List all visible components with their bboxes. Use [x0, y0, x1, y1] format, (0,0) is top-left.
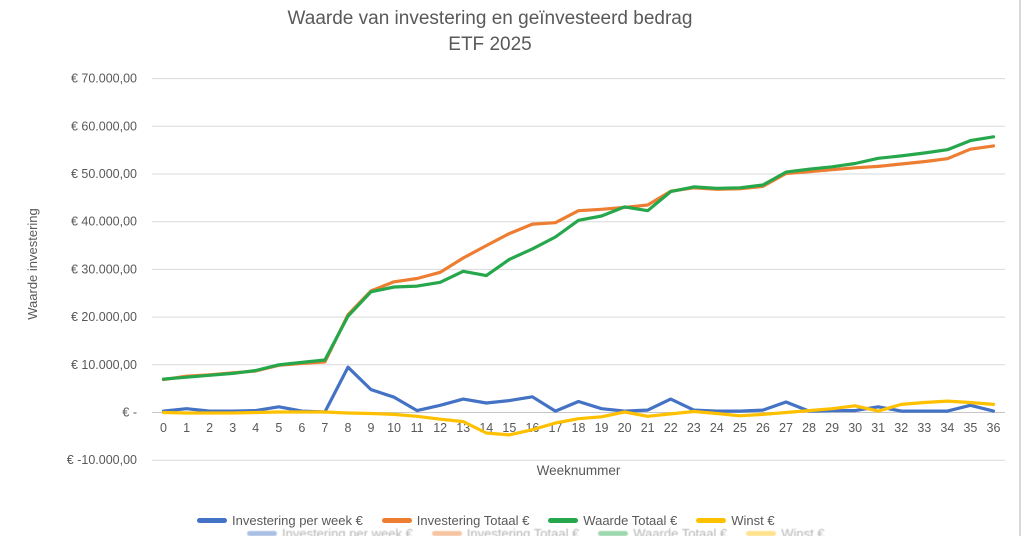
- window-edge-line: [1019, 0, 1021, 536]
- y-tick-label: € -: [122, 406, 137, 420]
- legend-label: Investering per week €: [232, 513, 363, 528]
- x-tick-label: 27: [779, 421, 793, 435]
- x-tick-label: 32: [894, 421, 908, 435]
- x-tick-label: 31: [871, 421, 885, 435]
- x-tick-label: 33: [917, 421, 931, 435]
- x-tick-label: 29: [825, 421, 839, 435]
- legend-label: Winst €: [781, 526, 825, 536]
- legend-label: Investering per week €: [282, 526, 413, 536]
- chart-title-line1: Waarde van investering en geïnvesteerd b…: [287, 8, 693, 29]
- legend-label: Waarde Totaal €: [633, 526, 728, 536]
- legend-label: Investering Totaal €: [466, 526, 580, 536]
- x-tick-label: 0: [160, 421, 167, 435]
- legend-item: Winst €: [746, 526, 825, 536]
- legend-swatch: [431, 531, 462, 536]
- legend-label: Winst €: [731, 513, 775, 528]
- x-tick-label: 19: [595, 421, 609, 435]
- x-tick-label: 9: [368, 421, 375, 435]
- legend-swatch: [548, 518, 579, 523]
- legend-ghost-cutoff: Investering per week € Investering Totaal…: [247, 526, 825, 536]
- chart-legend: Investering per week € Investering Totaal…: [197, 513, 775, 528]
- x-tick-label: 21: [641, 421, 655, 435]
- x-tick-label: 35: [963, 421, 977, 435]
- legend-item: Waarde Totaal €: [598, 526, 727, 536]
- x-tick-label: 24: [710, 421, 724, 435]
- y-tick-label: € 60.000,00: [71, 119, 137, 133]
- legend-swatch: [381, 518, 412, 523]
- series-line-investering-per-week: [161, 365, 996, 414]
- x-tick-label: 8: [344, 421, 351, 435]
- series-line-waarde-totaal: [161, 135, 996, 381]
- y-tick-label: € 70.000,00: [71, 72, 137, 86]
- x-tick-label: 7: [321, 421, 328, 435]
- x-tick-label: 4: [252, 421, 259, 435]
- x-tick-label: 1: [183, 421, 190, 435]
- legend-swatch: [598, 531, 629, 536]
- chart-title-line2: ETF 2025: [448, 34, 532, 55]
- x-tick-label: 5: [275, 421, 282, 435]
- legend-item: Investering Totaal €: [381, 513, 530, 528]
- x-tick-label: 34: [940, 421, 954, 435]
- x-tick-label: 25: [733, 421, 747, 435]
- y-tick-label: € 30.000,00: [71, 262, 137, 276]
- y-tick-label: € 50.000,00: [71, 167, 137, 181]
- x-tick-label: 26: [756, 421, 770, 435]
- x-tick-label: 30: [848, 421, 862, 435]
- legend-label: Investering Totaal €: [416, 513, 530, 528]
- y-tick-label: € 40.000,00: [71, 215, 137, 229]
- x-tick-label: 23: [687, 421, 701, 435]
- legend-swatch: [746, 531, 777, 536]
- y-tick-label: € 20.000,00: [71, 310, 137, 324]
- y-tick-label: € -10.000,00: [67, 453, 137, 467]
- x-tick-label: 10: [387, 421, 401, 435]
- legend-label: Waarde Totaal €: [583, 513, 678, 528]
- x-tick-label: 2: [206, 421, 213, 435]
- x-tick-label: 6: [298, 421, 305, 435]
- x-tick-label: 18: [572, 421, 586, 435]
- x-tick-label: 15: [502, 421, 516, 435]
- x-tick-label: 11: [411, 421, 424, 435]
- y-tick-label: € 10.000,00: [71, 358, 137, 372]
- chart-title: Waarde van investering en geïnvesteerd b…: [0, 6, 980, 58]
- series-line-investering-totaal: [161, 144, 996, 382]
- legend-swatch: [696, 518, 727, 523]
- x-tick-label: 12: [433, 421, 447, 435]
- x-tick-label: 36: [987, 421, 1001, 435]
- series-line-winst: [161, 399, 996, 437]
- legend-swatch: [247, 531, 277, 536]
- x-tick-label: 20: [618, 421, 632, 435]
- legend-item: Investering per week €: [197, 513, 363, 528]
- x-axis-title: Weeknummer: [536, 463, 621, 478]
- x-tick-label: 22: [664, 421, 678, 435]
- legend-item: Investering per week €: [247, 526, 413, 536]
- legend-swatch: [197, 518, 227, 523]
- legend-item: Winst €: [696, 513, 775, 528]
- legend-item: Waarde Totaal €: [548, 513, 677, 528]
- legend-item: Investering Totaal €: [431, 526, 580, 536]
- x-tick-label: 3: [229, 421, 236, 435]
- x-tick-label: 28: [802, 421, 816, 435]
